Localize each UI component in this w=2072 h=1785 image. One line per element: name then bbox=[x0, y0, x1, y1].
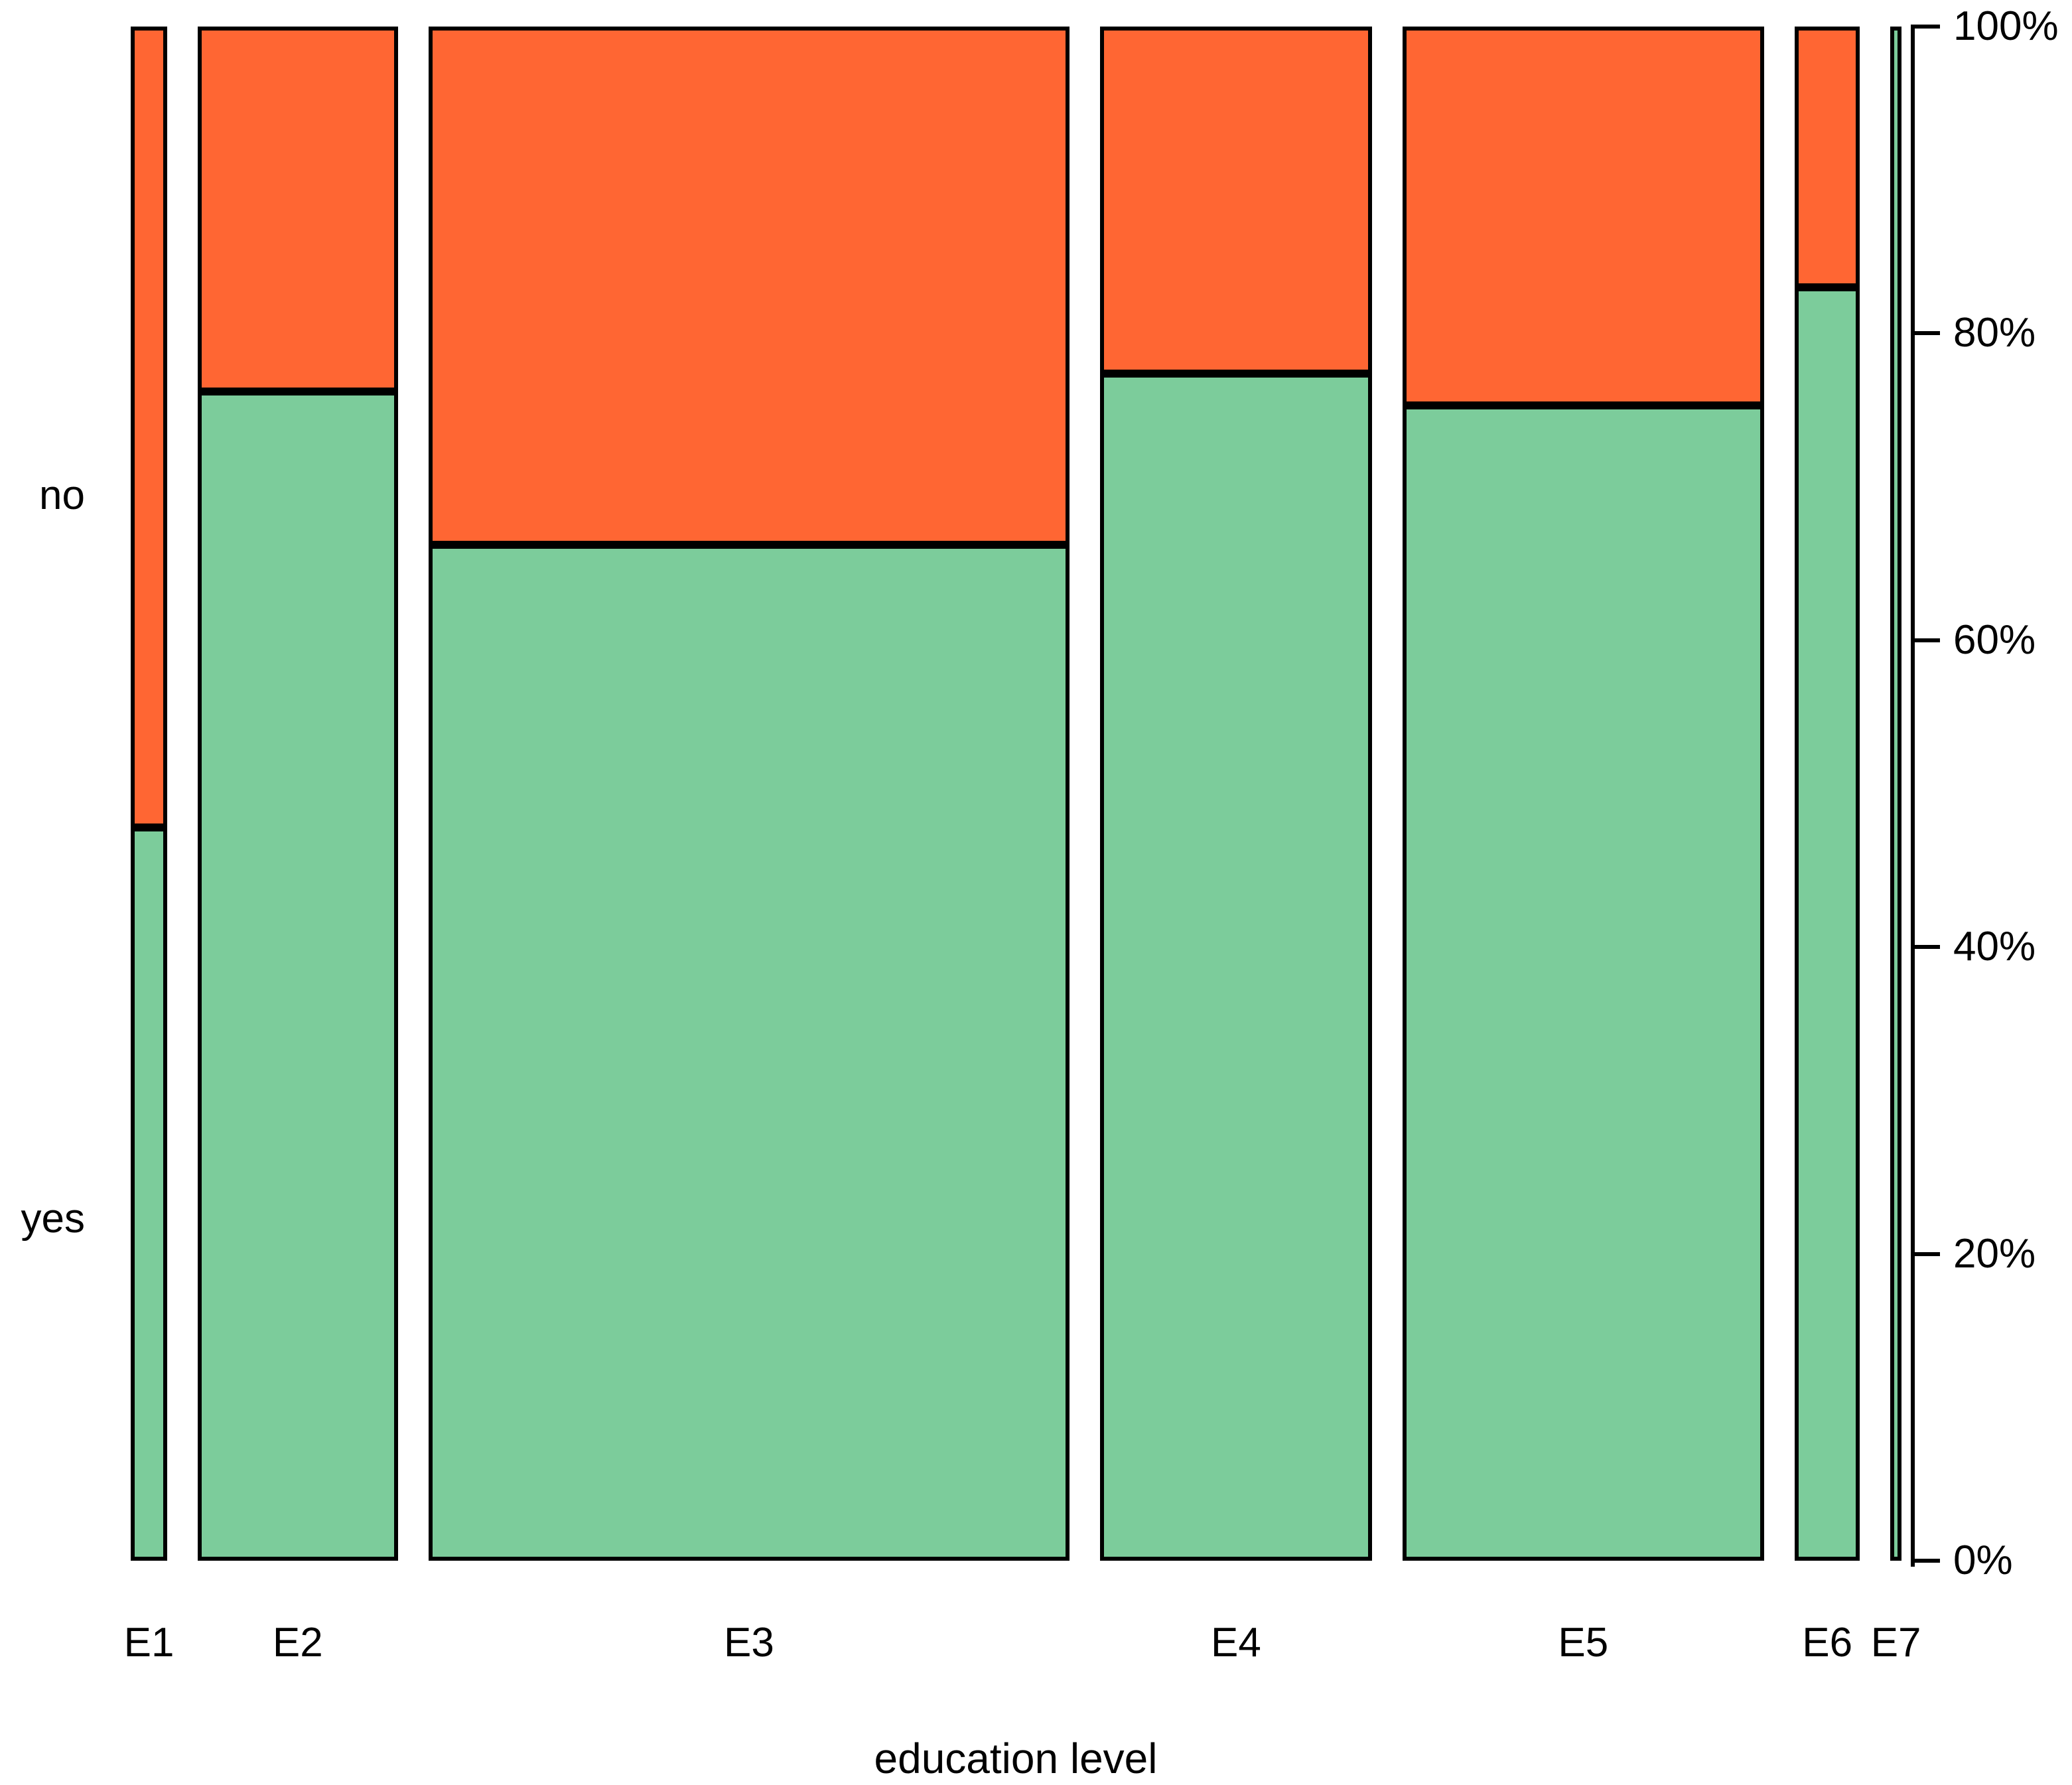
x-tick-label-E5: E5 bbox=[1558, 1620, 1609, 1666]
segment-no-E2 bbox=[198, 27, 398, 392]
x-tick-label-E1: E1 bbox=[123, 1620, 174, 1666]
segment-no-E1 bbox=[131, 27, 168, 827]
x-tick-label-E7: E7 bbox=[1870, 1620, 1921, 1666]
right-axis-tick-label-80%: 80% bbox=[1953, 310, 2036, 356]
plot-area bbox=[131, 27, 1901, 1561]
segment-yes-E1 bbox=[131, 827, 168, 1561]
segment-yes-E2 bbox=[198, 392, 398, 1561]
segment-no-E4 bbox=[1100, 27, 1372, 374]
segment-yes-E5 bbox=[1402, 405, 1765, 1561]
x-tick-label-E3: E3 bbox=[724, 1620, 774, 1666]
segment-yes-E4 bbox=[1100, 373, 1372, 1561]
x-tick-label-E4: E4 bbox=[1211, 1620, 1261, 1666]
segment-no-E5 bbox=[1402, 27, 1765, 406]
right-axis-tick-label-20%: 20% bbox=[1953, 1230, 2036, 1277]
right-axis-tick-label-0%: 0% bbox=[1953, 1537, 2013, 1583]
right-axis-tick-label-40%: 40% bbox=[1953, 924, 2036, 970]
segment-no-E3 bbox=[428, 27, 1070, 545]
right-axis-line bbox=[1911, 25, 1915, 1567]
segment-yes-E3 bbox=[428, 545, 1070, 1561]
right-axis-tick-100% bbox=[1915, 25, 1940, 29]
mosaic-bar-E1 bbox=[131, 27, 168, 1561]
mosaic-bar-E7 bbox=[1890, 27, 1901, 1561]
y-category-label-yes: yes bbox=[21, 1196, 85, 1242]
mosaic-bar-E5 bbox=[1402, 27, 1765, 1561]
right-axis-tick-label-100%: 100% bbox=[1953, 3, 2059, 49]
right-axis-tick-20% bbox=[1915, 1251, 1940, 1256]
right-axis-tick-60% bbox=[1915, 638, 1940, 642]
right-axis-tick-80% bbox=[1915, 331, 1940, 336]
mosaic-bar-E4 bbox=[1100, 27, 1372, 1561]
x-axis-title: education level bbox=[874, 1735, 1158, 1782]
right-axis-tick-40% bbox=[1915, 945, 1940, 950]
segment-yes-E6 bbox=[1795, 287, 1860, 1561]
segment-no-E6 bbox=[1795, 27, 1860, 288]
mosaic-bar-E3 bbox=[428, 27, 1070, 1561]
x-tick-label-E6: E6 bbox=[1802, 1620, 1853, 1666]
mosaic-bar-E6 bbox=[1795, 27, 1860, 1561]
right-axis-tick-label-60%: 60% bbox=[1953, 616, 2036, 663]
right-axis-tick-0% bbox=[1915, 1559, 1940, 1563]
mosaic-bar-E2 bbox=[198, 27, 398, 1561]
segment-yes-E7 bbox=[1890, 27, 1901, 1561]
x-tick-label-E2: E2 bbox=[272, 1620, 323, 1666]
y-category-label-no: no bbox=[39, 472, 85, 518]
